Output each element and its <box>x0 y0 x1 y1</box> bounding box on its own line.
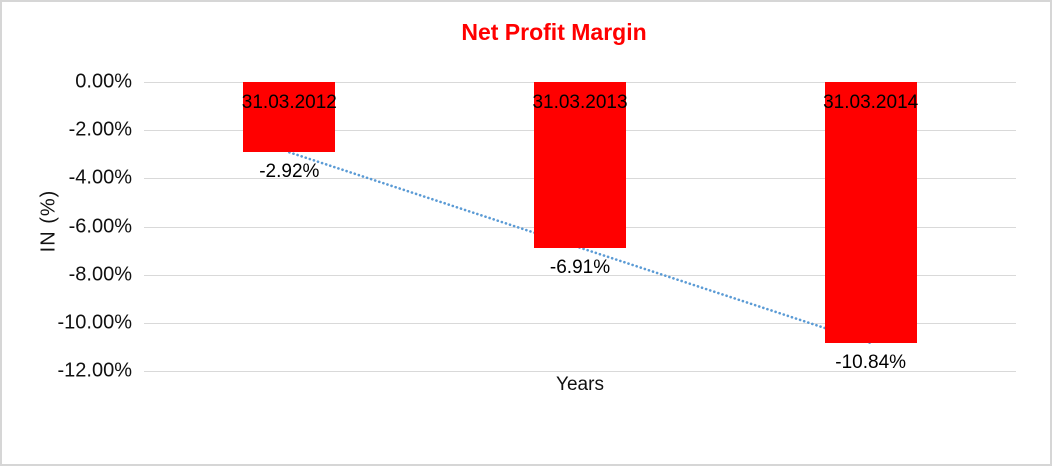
y-axis-tick-label: -2.00% <box>68 118 132 141</box>
bar-value-label: -6.91% <box>549 257 611 279</box>
bar-category-label: 31.03.2014 <box>823 92 919 113</box>
x-axis-title: Years <box>556 374 604 395</box>
bar-31-03-2012 <box>243 82 336 153</box>
y-axis-tick-label: 0.00% <box>75 70 132 93</box>
y-axis-tick-label: -8.00% <box>68 263 132 286</box>
bar-value-label: -10.84% <box>835 352 907 374</box>
gridline <box>144 371 1016 372</box>
bar-category-label: 31.03.2012 <box>241 92 337 113</box>
y-axis-tick-label: -10.00% <box>57 311 133 334</box>
bar-31-03-2014 <box>824 82 917 344</box>
bar-category-label: 31.03.2013 <box>532 92 628 113</box>
chart-title: Net Profit Margin <box>461 19 647 45</box>
y-axis-tick-label: -4.00% <box>68 166 132 189</box>
y-axis-tick-label: -12.00% <box>57 359 133 382</box>
y-axis-tick-label: -6.00% <box>68 215 132 237</box>
bar-value-label: -2.92% <box>259 161 320 183</box>
